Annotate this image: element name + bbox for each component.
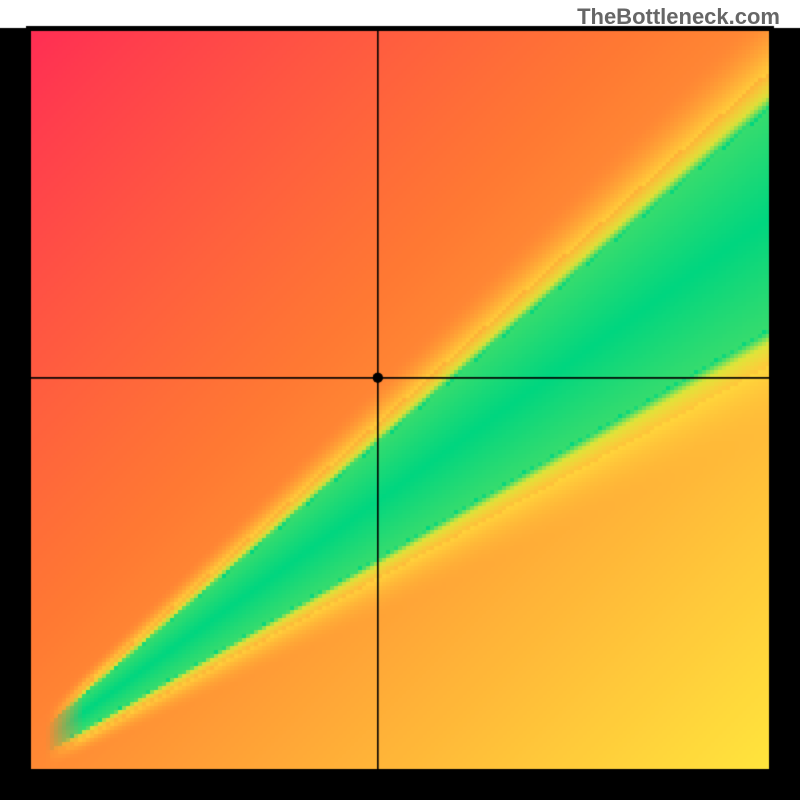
watermark-text: TheBottleneck.com [577, 4, 780, 30]
chart-container: TheBottleneck.com [0, 0, 800, 800]
heatmap-canvas [0, 0, 800, 800]
